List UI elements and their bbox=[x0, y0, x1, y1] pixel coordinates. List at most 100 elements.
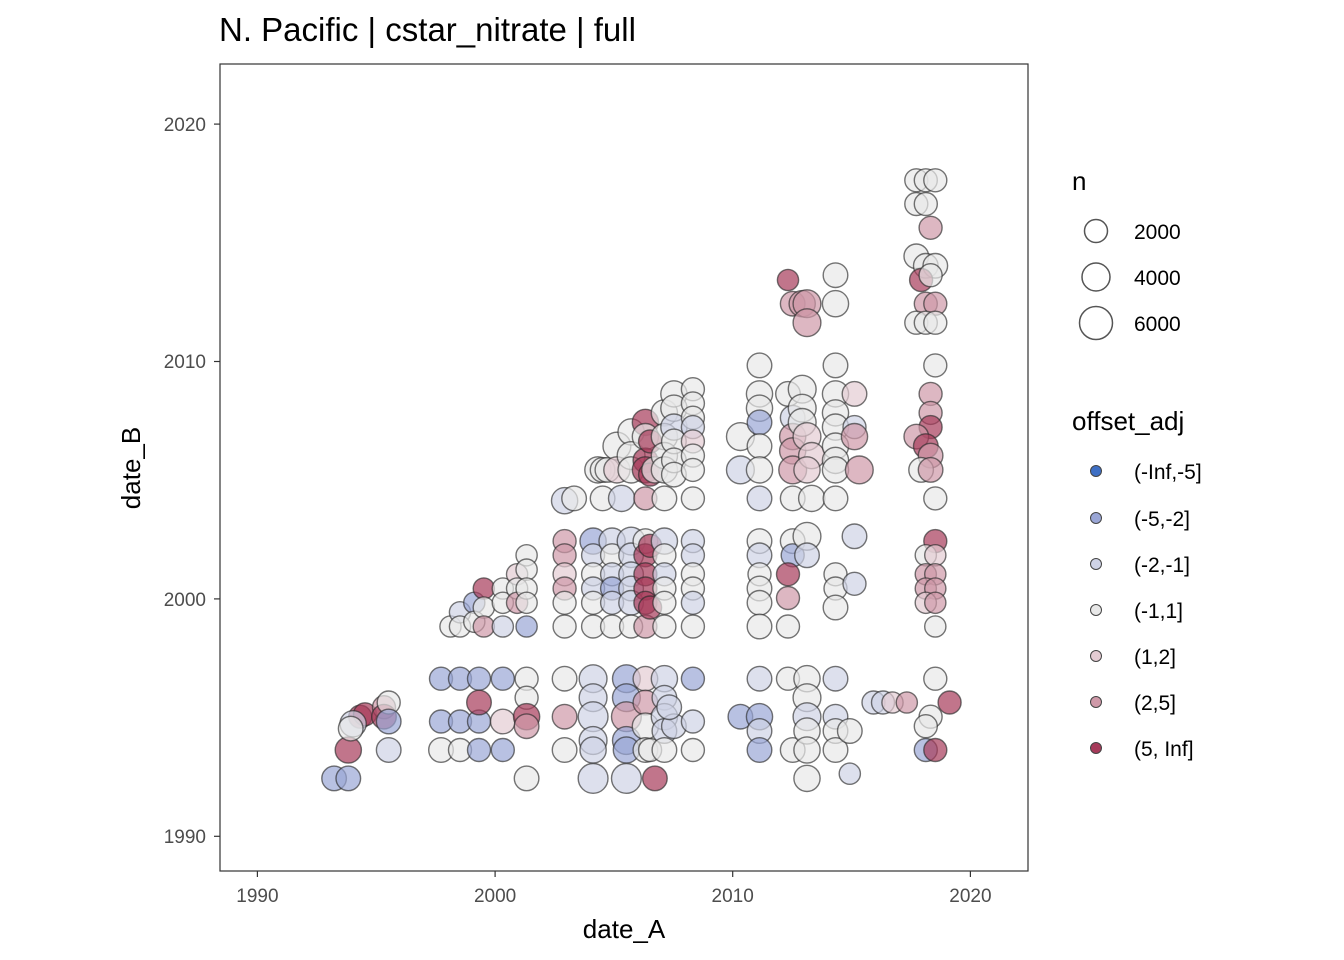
data-point bbox=[821, 289, 850, 318]
data-point bbox=[515, 591, 538, 615]
data-point bbox=[680, 614, 706, 639]
y-axis: 1990 2000 2010 2020 date_B bbox=[116, 115, 220, 848]
data-point bbox=[923, 666, 948, 691]
data-point bbox=[844, 455, 874, 485]
color-legend-label-3: (-1,1] bbox=[1134, 600, 1183, 623]
x-tick-label-2010: 2010 bbox=[712, 886, 754, 907]
data-point bbox=[680, 709, 706, 734]
color-legend-label-4: (1,2] bbox=[1134, 646, 1176, 669]
data-point bbox=[472, 596, 496, 619]
x-axis-title: date_A bbox=[583, 914, 666, 944]
data-point bbox=[375, 737, 402, 764]
data-point bbox=[821, 456, 850, 484]
data-point bbox=[822, 262, 849, 289]
data-point bbox=[652, 614, 677, 639]
data-point bbox=[775, 585, 801, 611]
color-legend-key-2 bbox=[1090, 558, 1102, 570]
data-point bbox=[924, 591, 947, 615]
data-point bbox=[794, 542, 821, 569]
data-point bbox=[746, 433, 773, 460]
size-legend-key-2000 bbox=[1083, 218, 1109, 244]
data-point bbox=[745, 456, 774, 484]
color-legend-key-3 bbox=[1090, 604, 1102, 616]
data-point bbox=[335, 765, 362, 792]
color-legend-label-2: (-2,-1] bbox=[1134, 554, 1190, 577]
size-legend-key-6000 bbox=[1078, 305, 1114, 341]
x-tick-label-2020: 2020 bbox=[949, 886, 991, 907]
data-point bbox=[822, 665, 849, 692]
data-point bbox=[680, 590, 706, 615]
data-point bbox=[490, 737, 515, 763]
data-point bbox=[746, 613, 773, 640]
data-point bbox=[490, 666, 515, 691]
data-point bbox=[822, 594, 849, 621]
size-legend-label-4000: 4000 bbox=[1134, 267, 1181, 290]
data-point bbox=[913, 191, 938, 217]
size-legend-label-2000: 2000 bbox=[1134, 221, 1181, 244]
color-legend-key-4 bbox=[1090, 650, 1102, 662]
size-legend-key-4000 bbox=[1081, 262, 1111, 292]
data-point bbox=[838, 762, 862, 786]
data-point bbox=[822, 352, 849, 379]
data-point bbox=[746, 665, 773, 692]
data-point bbox=[466, 689, 493, 716]
data-point bbox=[923, 737, 948, 763]
data-point bbox=[651, 485, 678, 512]
data-point bbox=[793, 736, 821, 764]
chart-title: N. Pacific | cstar_nitrate | full bbox=[219, 11, 636, 48]
data-point bbox=[923, 353, 948, 378]
data-point bbox=[489, 708, 516, 735]
data-point bbox=[515, 615, 538, 638]
data-point bbox=[923, 168, 948, 193]
data-point bbox=[472, 615, 496, 638]
data-point bbox=[776, 268, 800, 292]
data-point bbox=[918, 263, 943, 288]
data-point bbox=[680, 486, 706, 511]
y-tick-label-2020: 2020 bbox=[164, 115, 206, 136]
data-point bbox=[775, 562, 801, 587]
data-point bbox=[491, 615, 515, 638]
data-point bbox=[746, 409, 773, 436]
data-point bbox=[917, 456, 944, 483]
color-legend-label-6: (5, Inf] bbox=[1134, 738, 1194, 761]
data-point bbox=[842, 571, 867, 596]
data-point bbox=[746, 352, 773, 379]
data-point bbox=[641, 765, 668, 792]
data-point bbox=[513, 765, 540, 792]
data-point bbox=[924, 544, 947, 567]
size-legend-label-6000: 6000 bbox=[1134, 313, 1181, 336]
data-point bbox=[913, 714, 938, 739]
y-axis-title: date_B bbox=[116, 427, 146, 509]
data-point bbox=[375, 708, 402, 735]
color-legend-key-0 bbox=[1090, 465, 1102, 477]
data-point bbox=[552, 614, 577, 639]
color-legend-key-5 bbox=[1090, 696, 1102, 708]
data-point bbox=[746, 737, 773, 764]
y-tick-label-1990: 1990 bbox=[164, 827, 206, 848]
data-point bbox=[793, 764, 821, 793]
color-legend-label-1: (-5,-2] bbox=[1134, 508, 1190, 531]
data-point bbox=[552, 590, 577, 615]
data-point bbox=[607, 484, 636, 513]
data-point bbox=[579, 736, 607, 764]
data-point bbox=[746, 589, 773, 616]
data-point bbox=[793, 456, 821, 484]
color-legend: offset_adj (-Inf,-5] (-5,-2] (-2,-1] (-1… bbox=[1072, 406, 1202, 761]
data-point bbox=[797, 484, 826, 513]
data-point bbox=[923, 486, 948, 511]
color-legend-key-1 bbox=[1090, 512, 1102, 524]
data-point bbox=[895, 691, 919, 714]
data-point bbox=[841, 380, 868, 407]
y-tick-label-2010: 2010 bbox=[164, 352, 206, 373]
data-point bbox=[746, 485, 773, 512]
data-point bbox=[792, 308, 822, 338]
data-point bbox=[656, 694, 683, 721]
data-point bbox=[551, 737, 578, 764]
data-point bbox=[466, 666, 492, 691]
data-point bbox=[577, 762, 609, 794]
color-legend-title: offset_adj bbox=[1072, 406, 1184, 436]
x-tick-label-2000: 2000 bbox=[474, 886, 516, 907]
x-axis: 1990 2000 2010 2020 date_A bbox=[236, 871, 992, 944]
size-legend: n 2000 4000 6000 bbox=[1072, 166, 1181, 341]
